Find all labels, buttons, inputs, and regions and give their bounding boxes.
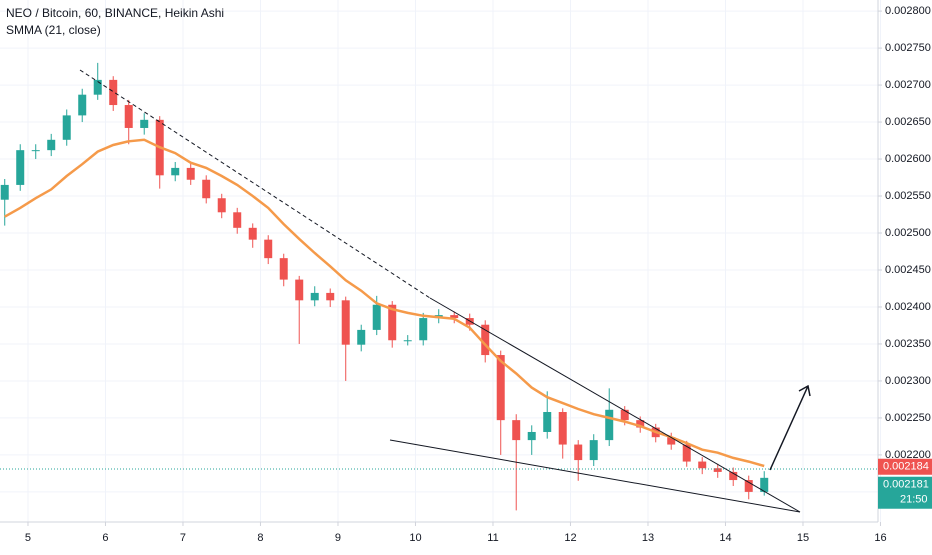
candle-body	[62, 115, 71, 140]
candle-body	[31, 150, 40, 152]
candle-body	[78, 94, 87, 116]
candle-body	[217, 198, 226, 213]
y-tick-label: 0.002700	[885, 79, 931, 91]
drawings	[79, 69, 811, 513]
y-tick-label: 0.002350	[885, 338, 931, 350]
y-tick-label: 0.002600	[885, 153, 931, 165]
x-tick-label: 10	[409, 532, 421, 544]
y-tick-label: 0.002650	[885, 116, 931, 128]
y-tick-label: 0.002400	[885, 301, 931, 313]
countdown: 21:50	[900, 494, 928, 506]
x-tick-label: 9	[335, 532, 341, 544]
x-tick-label: 14	[719, 532, 731, 544]
price-label-box	[878, 476, 932, 509]
arrow	[769, 385, 809, 471]
candle-body	[202, 179, 211, 199]
price-label: 0.002184	[883, 461, 929, 473]
smma-line	[4, 138, 765, 468]
x-tick-label: 12	[564, 532, 576, 544]
candle-body	[248, 227, 257, 240]
candle-body	[47, 139, 56, 151]
y-tick-label: 0.002450	[885, 264, 931, 276]
x-tick-label: 13	[642, 532, 654, 544]
trend-line	[389, 439, 801, 513]
x-tick-label: 8	[257, 532, 263, 544]
candle-body	[419, 318, 428, 341]
x-tick-label: 6	[102, 532, 108, 544]
y-tick-label: 0.002300	[885, 375, 931, 387]
x-tick-label: 5	[25, 532, 31, 544]
candle-body	[760, 477, 769, 492]
x-tick-label: 7	[180, 532, 186, 544]
candle-body	[0, 184, 9, 200]
candle-body	[574, 444, 583, 461]
x-tick-label: 11	[487, 532, 498, 544]
candle-body	[403, 340, 412, 342]
candle-body	[295, 279, 304, 301]
candle-body	[16, 150, 25, 185]
candle-body	[264, 239, 273, 259]
candle-body	[605, 409, 614, 441]
candle-body	[140, 119, 149, 128]
candle-body	[233, 212, 242, 228]
x-tick-label: 15	[797, 532, 809, 544]
plot	[0, 62, 878, 511]
y-tick-label: 0.002200	[885, 449, 931, 461]
candle-body	[171, 167, 180, 176]
candle-body	[450, 315, 459, 319]
candle-body	[388, 304, 397, 341]
candle-body	[620, 409, 629, 421]
trend-line	[429, 297, 801, 513]
candle-body	[186, 167, 195, 180]
candle-body	[93, 79, 102, 95]
candle-body	[713, 468, 722, 472]
candle-body	[543, 412, 552, 432]
indicator-legend: SMMA (21, close)	[6, 23, 101, 37]
chart-title: NEO / Bitcoin, 60, BINANCE, Heikin Ashi	[6, 6, 224, 20]
candle-body	[279, 258, 288, 280]
candle-body	[481, 324, 490, 356]
candle-body	[357, 329, 366, 345]
y-tick-label: 0.002800	[885, 5, 931, 17]
candle-body	[729, 471, 738, 481]
candle-body	[558, 412, 567, 445]
candle-body	[326, 292, 335, 301]
candle-body	[589, 440, 598, 461]
y-tick-label: 0.002500	[885, 227, 931, 239]
candle-body	[698, 461, 707, 469]
candle-body	[527, 431, 536, 441]
candle-body	[372, 304, 381, 330]
candle-body	[124, 105, 133, 128]
candle-body	[310, 292, 319, 301]
candle-body	[109, 79, 118, 106]
y-tick-label: 0.002550	[885, 190, 931, 202]
price-label-box	[878, 458, 932, 475]
candle-body	[682, 444, 691, 462]
candle-body	[667, 437, 676, 445]
candle-body	[341, 300, 350, 345]
x-tick-label: 16	[874, 532, 886, 544]
axes: 0.0021500.0022000.0022500.0023000.002350…	[25, 5, 932, 544]
candle-body	[636, 420, 645, 428]
y-tick-label: 0.002250	[885, 412, 931, 424]
arrow-head	[798, 384, 811, 397]
price-label: 0.002181	[883, 479, 929, 491]
candle-body	[512, 420, 521, 441]
candle-body	[744, 480, 753, 492]
candle-body	[496, 355, 505, 421]
y-tick-label: 0.002750	[885, 42, 931, 54]
